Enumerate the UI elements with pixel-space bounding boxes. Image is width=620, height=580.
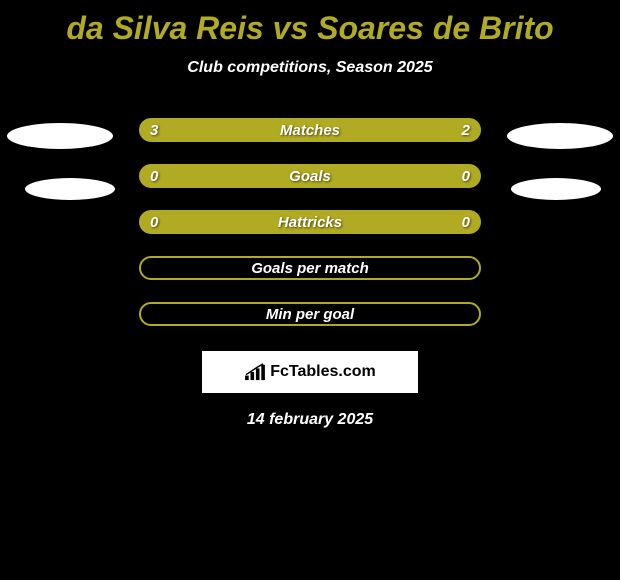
branding-text: FcTables.com bbox=[270, 363, 376, 381]
stat-left-value: 3 bbox=[150, 122, 158, 139]
stat-label: Min per goal bbox=[266, 306, 354, 323]
stat-bar-matches: 3 Matches 2 bbox=[139, 118, 481, 142]
stat-left-value: 0 bbox=[150, 214, 158, 231]
stat-right-value: 0 bbox=[462, 214, 470, 231]
snapshot-date: 14 february 2025 bbox=[0, 411, 620, 429]
stat-row: 3 Matches 2 bbox=[0, 107, 620, 153]
stat-right-value: 2 bbox=[462, 122, 470, 139]
stat-row: 0 Hattricks 0 bbox=[0, 199, 620, 245]
stat-row: Goals per match bbox=[0, 245, 620, 291]
stat-label: Goals bbox=[289, 168, 331, 185]
stat-row: Min per goal bbox=[0, 291, 620, 337]
stat-left-value: 0 bbox=[150, 168, 158, 185]
comparison-title: da Silva Reis vs Soares de Brito bbox=[0, 0, 620, 47]
stat-label: Goals per match bbox=[251, 260, 369, 277]
stat-bar-mpg: Min per goal bbox=[139, 302, 481, 326]
stat-bar-goals: 0 Goals 0 bbox=[139, 164, 481, 188]
stat-label: Hattricks bbox=[278, 214, 342, 231]
stat-bar-hattricks: 0 Hattricks 0 bbox=[139, 210, 481, 234]
comparison-subtitle: Club competitions, Season 2025 bbox=[0, 59, 620, 77]
stat-label: Matches bbox=[280, 122, 340, 139]
stat-bar-gpm: Goals per match bbox=[139, 256, 481, 280]
stat-right-value: 0 bbox=[462, 168, 470, 185]
stat-row: 0 Goals 0 bbox=[0, 153, 620, 199]
branding-badge: FcTables.com bbox=[202, 351, 418, 393]
stat-rows: 3 Matches 2 0 Goals 0 0 Hattricks 0 Goal… bbox=[0, 107, 620, 337]
chart-icon bbox=[244, 363, 266, 381]
